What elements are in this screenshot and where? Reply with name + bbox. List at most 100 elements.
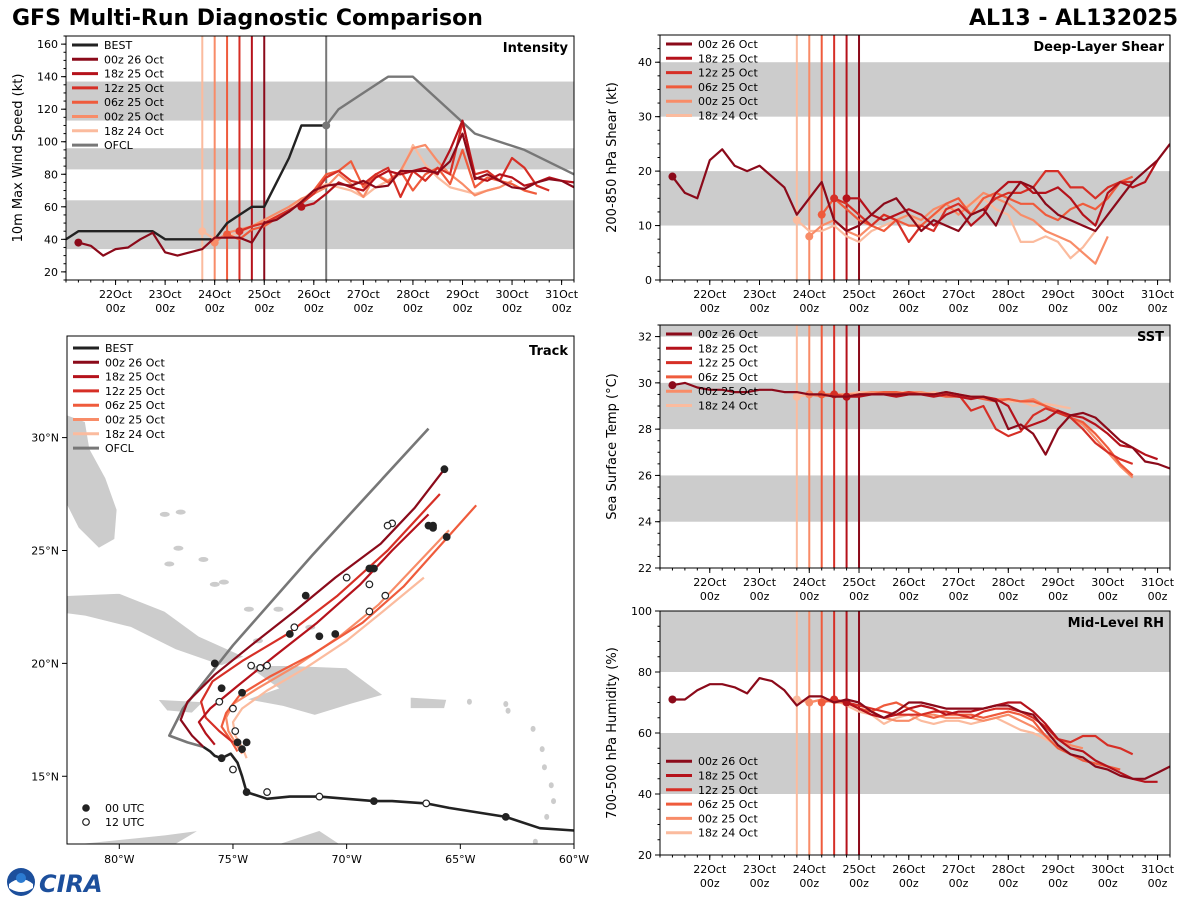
legend-label: 12z 25 Oct (698, 67, 758, 80)
legend-label: 12z 25 Oct (104, 82, 164, 95)
ofcl-track-line (168, 427, 430, 749)
y-tick-label: 80 (638, 666, 652, 679)
x-tick-sublabel: 00z (849, 877, 869, 890)
track-line-00z-25-oct (225, 529, 450, 755)
best-dot-12utc (229, 765, 237, 774)
cira-logo-text: CIRA (39, 870, 103, 898)
x-tick-sublabel: 00z (849, 590, 869, 603)
lon-tick-label: 75°W (218, 853, 248, 866)
track-dot-12utc (365, 607, 374, 616)
legend-label: BEST (104, 39, 132, 52)
series-line-12z-25-oct (833, 698, 1134, 756)
x-tick-label: 24Oct (198, 288, 232, 301)
legend-label: 00 UTC (105, 802, 145, 815)
track-dot-12utc (342, 573, 351, 582)
map-frame (66, 335, 575, 845)
category-band (660, 325, 1170, 337)
noaa-logo-icon: CIRA (7, 868, 103, 898)
lesser-antilles-island (503, 701, 509, 708)
y-axis-label: 200-850 hPa Shear (kt) (605, 82, 620, 233)
plot-frame (659, 324, 1171, 569)
bahamas-island (173, 545, 184, 551)
lon-tick-label: 70°W (331, 853, 361, 866)
track-dot-12utc (381, 591, 390, 600)
x-tick-sublabel: 00z (799, 302, 819, 315)
x-tick-sublabel: 00z (899, 877, 919, 890)
x-tick-label: 25Oct (843, 863, 877, 876)
track-dot-12utc (215, 697, 224, 706)
legend-label: 18z 25 Oct (105, 371, 165, 384)
bahamas-island (198, 557, 209, 563)
x-tick-label: 28Oct (992, 288, 1026, 301)
x-tick-sublabel: 00z (899, 590, 919, 603)
x-tick-sublabel: 00z (353, 302, 373, 315)
track-dot-00utc (233, 738, 242, 747)
best-series-line (66, 124, 327, 241)
series-start-point (235, 227, 244, 236)
track-dot-00utc (370, 564, 378, 573)
series-line-00z-25-oct (214, 143, 513, 244)
lesser-antilles-island (532, 838, 538, 844)
panel-title: SST (1137, 330, 1164, 345)
x-tick-label: 24Oct (793, 863, 827, 876)
series-line-00z-26-oct (672, 381, 1170, 470)
x-tick-label: 26Oct (297, 288, 331, 301)
legend-label: 00z 26 Oct (698, 38, 758, 51)
best-dot-00utc (501, 813, 510, 821)
x-tick-sublabel: 00z (304, 302, 324, 315)
x-tick-label: 28Oct (992, 863, 1026, 876)
y-axis-label: 700-500 hPa Humidity (%) (605, 647, 620, 819)
y-tick-label: 140 (37, 71, 58, 84)
x-tick-label: 27Oct (942, 863, 976, 876)
panel-title: Mid-Level RH (1068, 616, 1164, 631)
legend-label: BEST (105, 342, 133, 355)
x-tick-sublabel: 00z (453, 302, 473, 315)
legend-label: 12z 25 Oct (698, 784, 758, 797)
lesser-antilles-island (551, 798, 557, 805)
track-dot-12utc (231, 727, 240, 736)
x-tick-sublabel: 00z (254, 302, 274, 315)
plot-area (660, 611, 1170, 855)
x-tick-label: 31Oct (1141, 288, 1175, 301)
x-tick-sublabel: 00z (1098, 302, 1118, 315)
x-tick-sublabel: 00z (750, 590, 770, 603)
plot-area (66, 36, 574, 280)
legend-label: 18z 24 Oct (698, 110, 758, 123)
x-tick-label: 23Oct (743, 576, 777, 589)
shear-chart: 01020304022Oct00z23Oct00z24Oct00z25Oct00… (605, 34, 1175, 315)
x-tick-label: 27Oct (347, 288, 381, 301)
y-tick-label: 80 (44, 168, 58, 181)
x-tick-label: 23Oct (149, 288, 183, 301)
track-dot-12utc (383, 521, 392, 530)
legend-label: 18z 25 Oct (698, 342, 758, 355)
track-dot-00utc (285, 630, 294, 638)
series-start-point (817, 210, 826, 219)
x-tick-sublabel: 00z (750, 877, 770, 890)
y-tick-label: 22 (638, 562, 652, 575)
x-tick-sublabel: 00z (700, 302, 720, 315)
lesser-antilles-island (548, 782, 554, 789)
track-dot-12utc (256, 663, 265, 672)
y-tick-label: 100 (631, 605, 652, 618)
x-tick-label: 31Oct (545, 288, 579, 301)
x-tick-sublabel: 00z (1148, 877, 1168, 890)
panel-title: Intensity (503, 41, 569, 56)
y-tick-label: 20 (638, 849, 652, 862)
series-start-point (842, 194, 851, 203)
track-dot-12utc (229, 704, 237, 713)
x-tick-label: 31Oct (1141, 576, 1175, 589)
track-dot-00utc (429, 521, 437, 530)
x-tick-sublabel: 00z (949, 877, 969, 890)
series-line-00z-26-oct (78, 132, 574, 257)
lon-tick-label: 65°W (445, 853, 475, 866)
x-tick-sublabel: 00z (799, 590, 819, 603)
lesser-antilles-island (530, 725, 536, 732)
series-start-point (805, 698, 814, 707)
south-america-land (76, 830, 200, 844)
legend-label: 00z 25 Oct (698, 385, 758, 398)
y-tick-label: 30 (638, 111, 652, 124)
series-start-point (668, 172, 677, 181)
legend-label: 18z 24 Oct (104, 125, 164, 138)
